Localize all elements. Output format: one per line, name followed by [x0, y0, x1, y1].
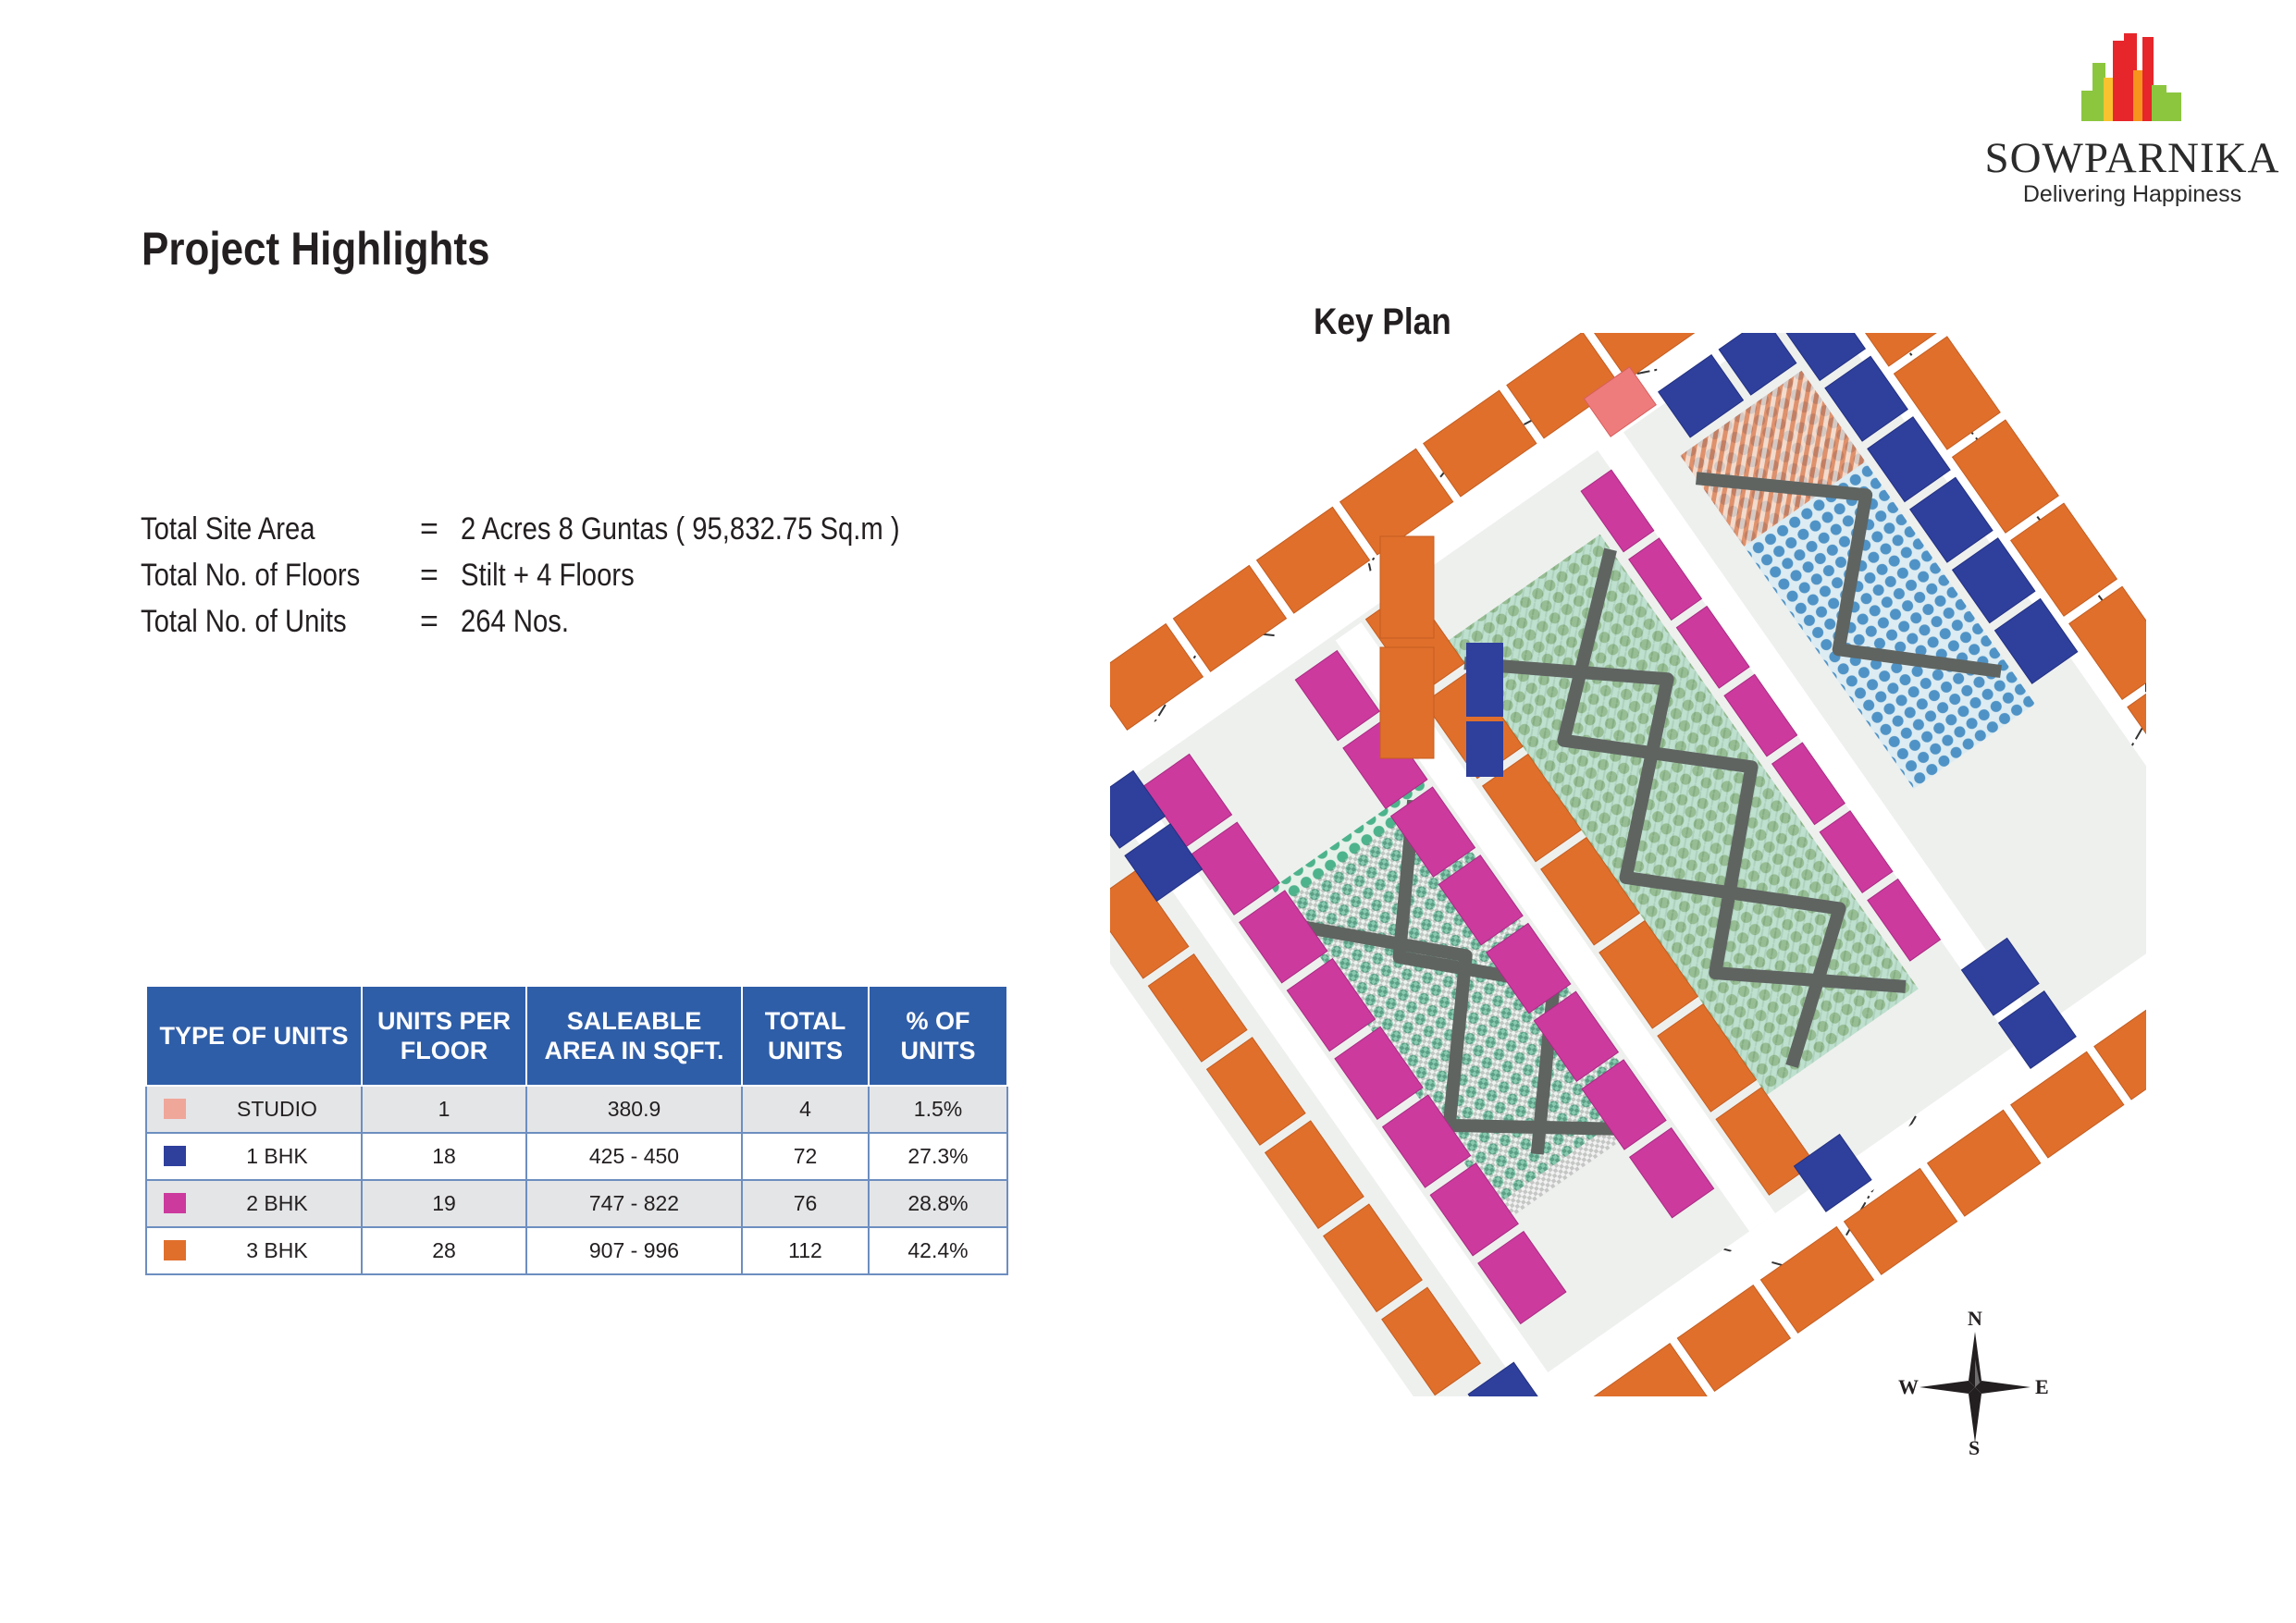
highlight-value: 264 Nos.	[461, 604, 570, 639]
logo-bars-icon	[2081, 33, 2181, 121]
units-per-floor-cell: 1	[361, 1085, 527, 1134]
compass: N S E W	[1898, 1307, 2049, 1459]
2bhk-color-swatch	[164, 1193, 186, 1213]
1bhk-color-swatch	[164, 1146, 186, 1166]
highlight-label: Total Site Area	[141, 511, 315, 547]
units-per-floor-cell: 18	[361, 1132, 527, 1181]
units-per-floor-cell: 19	[361, 1179, 527, 1228]
header-type-of-units: TYPE OF UNITS	[145, 985, 363, 1087]
brand-name: SOWPARNIKA	[1984, 134, 2280, 182]
type-cell: 2 BHK	[145, 1179, 363, 1228]
table-row: STUDIO 1 380.9 4 1.5%	[145, 1085, 1008, 1134]
key-plan-title: Key Plan	[1314, 301, 1451, 342]
highlight-value: 2 Acres 8 Guntas ( 95,832.75 Sq.m )	[461, 511, 900, 547]
table-row: 2 BHK 19 747 - 822 76 28.8%	[145, 1179, 1008, 1228]
percent-cell: 1.5%	[868, 1085, 1008, 1134]
compass-rose-icon	[1920, 1332, 2031, 1443]
total-units-cell: 72	[741, 1132, 870, 1181]
compass-east: E	[2035, 1375, 2049, 1398]
type-cell: 3 BHK	[145, 1226, 363, 1275]
studio-color-swatch	[164, 1099, 186, 1119]
type-label: 1 BHK	[246, 1144, 308, 1168]
highlight-equals: =	[420, 511, 438, 547]
brand-logo: SOWPARNIKA Delivering Happiness	[1980, 33, 2285, 209]
area-cell: 425 - 450	[525, 1132, 743, 1181]
type-label: 3 BHK	[246, 1238, 308, 1262]
total-units-cell: 4	[741, 1085, 870, 1134]
total-units-cell: 76	[741, 1179, 870, 1228]
table-row: 1 BHK 18 425 - 450 72 27.3%	[145, 1132, 1008, 1181]
area-cell: 747 - 822	[525, 1179, 743, 1228]
type-label: 2 BHK	[246, 1191, 308, 1215]
header-units-per-floor: UNITS PER FLOOR	[361, 985, 527, 1087]
compass-south: S	[1969, 1436, 1981, 1459]
area-cell: 380.9	[525, 1085, 743, 1134]
type-label: STUDIO	[237, 1097, 317, 1121]
brand-tagline: Delivering Happiness	[2022, 181, 2242, 207]
highlight-value: Stilt + 4 Floors	[461, 558, 635, 593]
page-title: Project Highlights	[142, 223, 490, 275]
type-cell: 1 BHK	[145, 1132, 363, 1181]
3bhk-color-swatch	[164, 1240, 186, 1260]
area-cell: 907 - 996	[525, 1226, 743, 1275]
compass-north: N	[1968, 1307, 1982, 1330]
units-per-floor-cell: 28	[361, 1226, 527, 1275]
table-header-row: TYPE OF UNITS UNITS PER FLOOR SALEABLE A…	[145, 985, 1008, 1087]
table-row: 3 BHK 28 907 - 996 112 42.4%	[145, 1226, 1008, 1275]
type-cell: STUDIO	[145, 1085, 363, 1134]
header-percent-units: % OF UNITS	[868, 985, 1008, 1087]
total-units-cell: 112	[741, 1226, 870, 1275]
percent-cell: 28.8%	[868, 1179, 1008, 1228]
key-plan-diagram	[1110, 333, 2146, 1396]
highlight-label: Total No. of Units	[141, 604, 347, 639]
percent-cell: 27.3%	[868, 1132, 1008, 1181]
header-total-units: TOTAL UNITS	[741, 985, 870, 1087]
compass-west: W	[1898, 1375, 1919, 1398]
percent-cell: 42.4%	[868, 1226, 1008, 1275]
highlight-equals: =	[420, 604, 438, 639]
highlight-label: Total No. of Floors	[141, 558, 361, 593]
units-table: TYPE OF UNITS UNITS PER FLOOR SALEABLE A…	[145, 985, 1008, 1275]
header-saleable-area: SALEABLE AREA IN SQFT.	[525, 985, 743, 1087]
highlight-equals: =	[420, 558, 438, 593]
